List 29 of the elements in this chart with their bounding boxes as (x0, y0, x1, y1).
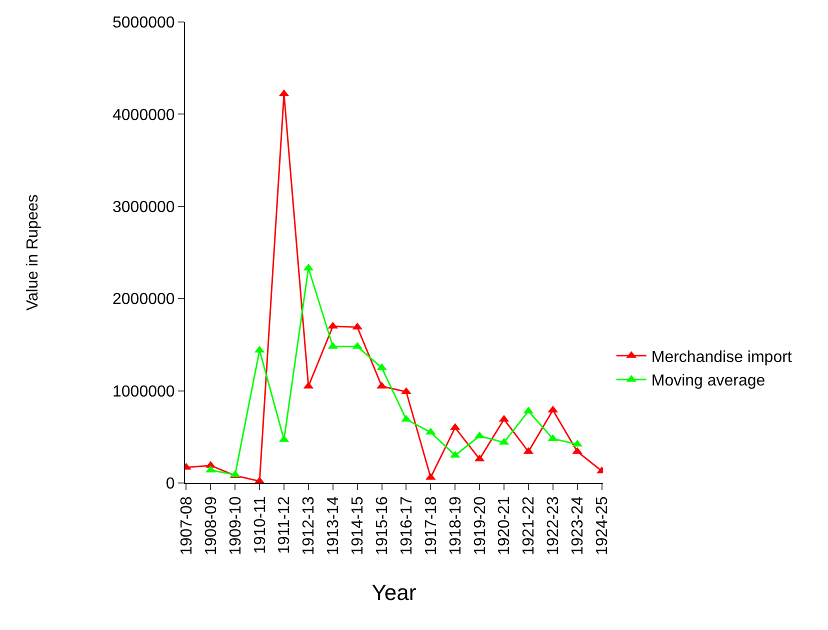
x-tick-label: 1908-09 (202, 496, 220, 556)
x-tick-label: 1909-10 (227, 496, 244, 556)
x-tick-label: 1910-11 (252, 496, 269, 554)
y-tick-label: 1000000 (112, 383, 175, 400)
y-tick-label: 3000000 (112, 199, 175, 216)
y-tick-label: 4000000 (112, 106, 175, 124)
y-tick-label: 2000000 (112, 291, 175, 308)
x-tick-label: 1922-23 (545, 496, 562, 556)
legend-label: Moving average (651, 372, 766, 390)
x-tick-label: 1923-24 (570, 496, 587, 556)
x-tick-label: 1924-25 (594, 496, 611, 556)
y-axis-title: Value in Rupees (24, 194, 42, 311)
y-tick-label: 5000000 (112, 14, 175, 32)
x-tick-label: 1912-13 (300, 496, 318, 556)
legend-label: Merchandise import (651, 348, 792, 366)
y-tick-label: 0 (166, 476, 175, 493)
x-axis-title: Year (372, 580, 416, 606)
x-tick-label: 1907-08 (178, 496, 196, 556)
x-tick-label: 1919-20 (472, 496, 489, 556)
point (401, 414, 412, 422)
x-tick-label: 1913-14 (325, 496, 342, 556)
x-tick-label: 1917-18 (422, 496, 440, 556)
x-tick-label: 1921-22 (520, 496, 538, 556)
x-tick-label: 1914-15 (350, 496, 367, 556)
x-tick-label: 1915-16 (374, 496, 391, 556)
x-tick-label: 1920-21 (496, 496, 514, 556)
x-tick-label: 1916-17 (398, 496, 416, 556)
x-tick-label: 1918-19 (447, 496, 464, 556)
x-tick-label: 1911-12 (276, 496, 294, 554)
